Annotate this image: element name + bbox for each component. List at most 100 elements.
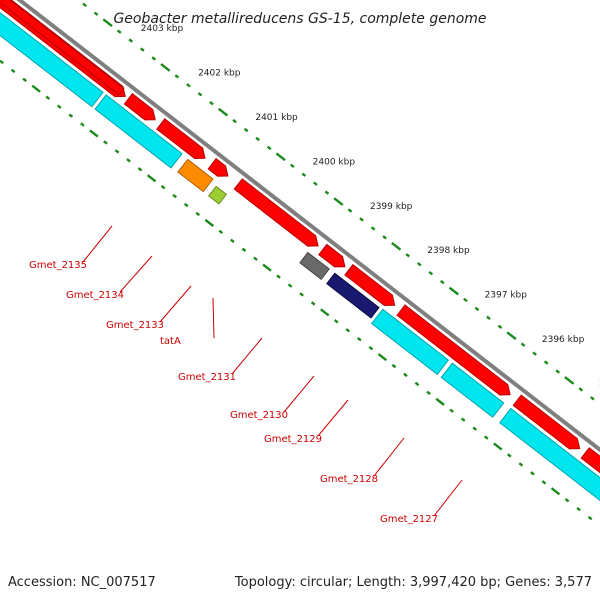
inner-tick (460, 417, 466, 422)
gene-label: Gmet_2128 (320, 474, 378, 485)
genome-backbone (16, 0, 600, 453)
tick-label: 2403 kbp (141, 24, 184, 34)
tick-minor (370, 226, 376, 231)
inner-tick (114, 149, 120, 154)
cds-arrow (233, 178, 319, 247)
tick-major (391, 241, 402, 251)
tick-minor (543, 360, 549, 365)
tick-label: 2401 kbp (255, 113, 298, 123)
tick-minor (232, 118, 237, 124)
gene-leader-line (82, 225, 113, 263)
inner-tick (377, 353, 388, 362)
cyan-segment (499, 407, 600, 502)
inner-tick (391, 363, 397, 369)
inner-tick (493, 442, 503, 451)
tick-minor (347, 208, 353, 213)
inner-tick (80, 122, 85, 127)
inner-tick (103, 140, 108, 145)
tick-minor (93, 11, 99, 16)
tick-major (333, 197, 344, 206)
gene-label: Gmet_2129 (264, 434, 322, 445)
inner-tick (576, 506, 581, 512)
cds-inner (0, 0, 125, 96)
gene-leader-line (231, 337, 263, 375)
inner-tick (345, 328, 351, 333)
tick-major (102, 18, 113, 28)
inner-tick (218, 229, 224, 235)
cyan-segment (94, 94, 183, 169)
inner-tick (126, 158, 131, 163)
tick-minor (209, 101, 214, 106)
tick-minor (313, 181, 318, 186)
tick-minor (324, 190, 330, 195)
reverse-strand-track (0, 0, 380, 319)
tick-minor (186, 83, 191, 88)
gene-leader-line (373, 437, 405, 477)
tick-minor (578, 387, 584, 392)
inner-dots (0, 59, 593, 521)
tick-minor (463, 297, 468, 303)
inner-tick (310, 301, 316, 306)
cyan-feature-track (0, 12, 600, 502)
inner-tick (530, 471, 535, 476)
inner-tick (253, 256, 258, 261)
inner-tick (414, 381, 420, 387)
inner-tick (550, 487, 561, 496)
tick-minor (520, 342, 526, 347)
tick-minor (151, 56, 157, 61)
tick-minor (301, 172, 307, 177)
tick-minor (416, 262, 422, 267)
inner-tick (241, 247, 247, 252)
tick-minor (289, 163, 295, 168)
inner-tick (357, 337, 362, 342)
inner-tick (204, 218, 214, 227)
inner-tick (276, 274, 281, 279)
inner-tick (56, 104, 62, 109)
gene-label: Gmet_2130 (230, 410, 288, 421)
gene-label: tatA (160, 336, 181, 347)
tick-minor (139, 47, 145, 52)
inner-tick (45, 95, 51, 100)
inner-tick (368, 345, 374, 351)
feature-navy (326, 272, 380, 319)
tick-label: 2399 kbp (370, 202, 413, 212)
inner-tick (426, 390, 431, 396)
cds-arrow (396, 304, 511, 396)
cds-arrow (207, 157, 229, 177)
tick-minor (497, 324, 503, 329)
tick-minor (428, 270, 434, 276)
tick-major (448, 286, 459, 296)
cds-arrow (512, 394, 581, 450)
tick-dots (82, 2, 595, 401)
tick-minor (266, 145, 272, 151)
tick-minor (255, 136, 260, 142)
tick-minor (382, 235, 387, 240)
tick-label: 2400 kbp (313, 157, 356, 167)
tick-label: 2396 kbp (542, 335, 585, 345)
inner-tick (333, 319, 339, 324)
cyan-segment (440, 362, 505, 418)
cds-arrow (318, 243, 346, 268)
inner-tick (483, 435, 489, 440)
tick-minor (532, 351, 537, 356)
inner-tick (435, 397, 445, 406)
accession-text: Accession: NC_007517 (8, 575, 156, 590)
inner-tick (146, 174, 157, 183)
cds-arrow (580, 447, 600, 474)
tick-minor (243, 127, 249, 133)
inner-tick (287, 283, 293, 288)
inner-tick (299, 292, 304, 297)
gene-label: Gmet_2131 (178, 372, 236, 383)
tick-major (275, 152, 286, 162)
inner-tick (262, 263, 272, 272)
tick-major (564, 376, 575, 385)
inner-tick (564, 498, 570, 503)
map-title: Geobacter metallireducens GS-15, complet… (113, 11, 486, 27)
tick-minor (116, 29, 122, 34)
inner-tick (507, 453, 512, 458)
cds-arrow (344, 263, 396, 307)
inner-tick (137, 167, 143, 172)
tick-minor (440, 279, 445, 285)
tick-minor (128, 38, 134, 43)
